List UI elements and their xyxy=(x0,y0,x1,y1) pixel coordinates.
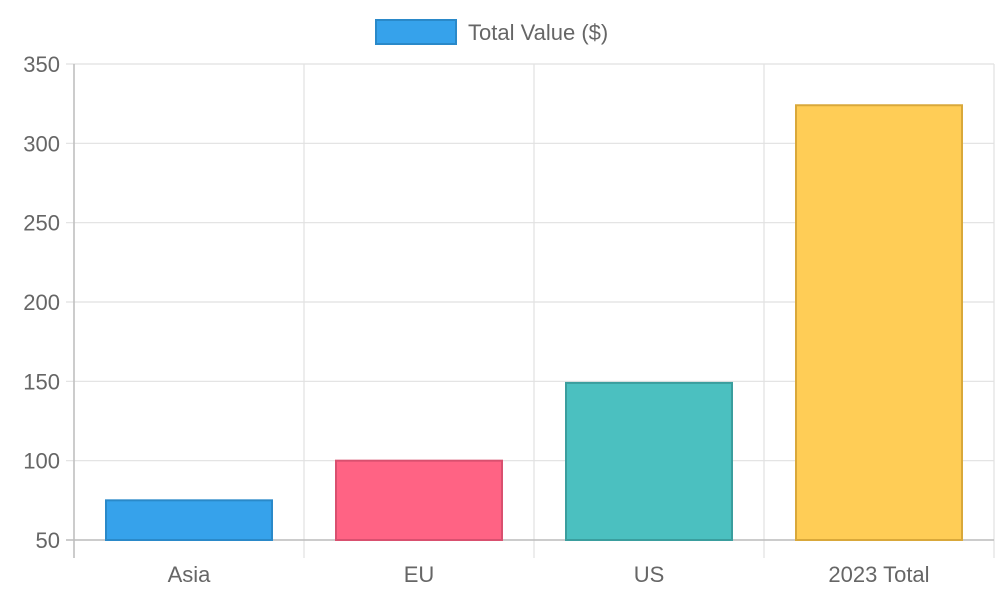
legend-label[interactable]: Total Value ($) xyxy=(468,20,608,45)
x-tick-label: 2023 Total xyxy=(828,562,929,587)
y-tick-label: 50 xyxy=(36,528,60,553)
bar-asia[interactable] xyxy=(105,499,273,542)
y-tick-labels: 50 100 150 200 250 300 350 xyxy=(23,52,60,553)
y-tick-label: 250 xyxy=(23,211,60,236)
bars xyxy=(105,104,963,542)
bar-us[interactable] xyxy=(565,381,733,542)
x-tick-label: US xyxy=(634,562,665,587)
bar-2023-total[interactable] xyxy=(795,104,963,542)
x-tick-labels: Asia EU US 2023 Total xyxy=(168,562,930,587)
grid xyxy=(66,63,995,558)
y-tick-label: 150 xyxy=(23,369,60,394)
y-tick-label: 200 xyxy=(23,290,60,315)
bar-eu[interactable] xyxy=(335,459,503,541)
y-tick-label: 300 xyxy=(23,131,60,156)
legend-swatch[interactable] xyxy=(375,19,457,45)
x-tick-label: Asia xyxy=(168,562,212,587)
y-tick-label: 350 xyxy=(23,52,60,77)
y-tick-label: 100 xyxy=(23,449,60,474)
x-tick-label: EU xyxy=(404,562,435,587)
legend[interactable]: Total Value ($) xyxy=(375,19,608,45)
